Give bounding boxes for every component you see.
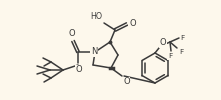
Text: F: F [181,35,185,41]
Text: O: O [75,66,82,74]
Text: N: N [91,48,97,56]
Text: O: O [160,38,167,47]
Text: O: O [129,18,136,28]
Text: HO: HO [90,12,102,21]
Text: F: F [179,49,183,55]
Text: F: F [168,53,172,59]
Text: O: O [69,30,75,38]
Text: O: O [123,78,130,86]
